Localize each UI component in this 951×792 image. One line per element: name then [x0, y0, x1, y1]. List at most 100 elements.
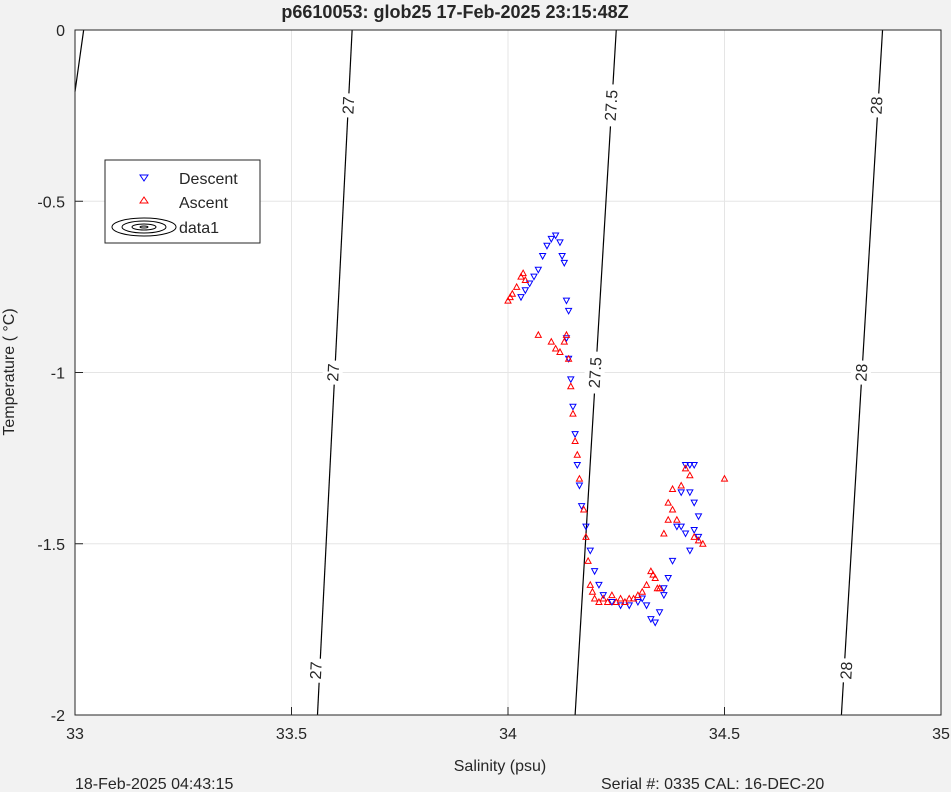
descent-point [608, 598, 616, 607]
contour-line [74, 29, 85, 92]
footer-serial: Serial #: 0335 CAL: 16-DEC-20 [601, 776, 824, 792]
descent-point [660, 585, 668, 593]
ascent-point [575, 474, 584, 482]
descent-point [616, 602, 625, 610]
ascent-point [634, 591, 642, 599]
ascent-point [504, 296, 512, 304]
ascent-point [519, 269, 527, 277]
ascent-point [612, 597, 621, 605]
contour-label-bg [583, 350, 606, 395]
descent-point [677, 489, 686, 497]
descent-point [564, 307, 573, 315]
y-axis-label: Temperature ( °C) [1, 308, 18, 435]
descent-point [690, 499, 699, 507]
descent-point [517, 294, 525, 302]
contour-label: 28 [869, 96, 887, 115]
ascent-point [668, 505, 677, 513]
ascent-point [655, 584, 664, 592]
ascent-point [551, 344, 560, 352]
ascent-point [699, 539, 707, 547]
density-contours: 27 27 27 27.5 27.5 28 28 28 [74, 29, 887, 716]
ascent-point [588, 587, 597, 595]
ascent-point [690, 532, 699, 540]
contour-label: 28 [853, 363, 871, 382]
descent-point [686, 489, 694, 497]
legend-contour-icon [111, 217, 177, 237]
x-tick-label: 34 [499, 726, 517, 743]
contour-label-bg [337, 92, 359, 118]
contour-label-bg [322, 360, 344, 385]
contour-label-bg [865, 92, 887, 118]
ascent-point [649, 570, 657, 578]
ascent-point [677, 481, 686, 489]
ascent-point [584, 556, 592, 564]
x-tick-label: 34.5 [709, 726, 740, 743]
descent-point [582, 523, 590, 531]
descent-point [664, 575, 673, 583]
ascent-point [566, 382, 575, 390]
legend-ascent-marker [139, 196, 149, 204]
ascent-point [506, 293, 515, 301]
descent-point [525, 280, 534, 288]
ascent-point [651, 573, 660, 581]
ascent-point [673, 515, 681, 523]
descent-point [538, 253, 547, 261]
legend-data1-label: data1 [179, 220, 219, 237]
descent-point [634, 598, 642, 607]
descent-point [586, 547, 595, 555]
ascent-point [590, 594, 599, 602]
ascent-point [571, 436, 579, 444]
ascent-point [579, 505, 588, 513]
legend-descent-marker [139, 174, 149, 182]
x-tick-label: 33 [66, 726, 84, 743]
contour-label-bg [599, 83, 622, 127]
ascent-point [582, 532, 590, 540]
descent-point [547, 235, 556, 243]
descent-point [566, 376, 575, 384]
y-tick-label: -0.5 [37, 194, 65, 211]
ascent-point [508, 289, 517, 297]
footer-timestamp: 18-Feb-2025 04:43:15 [75, 776, 233, 792]
descent-point [530, 273, 538, 281]
contour-label: 28 [838, 661, 856, 680]
legend-box [104, 159, 261, 244]
chart-title: p6610053: glob25 17-Feb-2025 23:15:48Z [281, 2, 628, 22]
descent-point [590, 568, 599, 576]
descent-point [534, 266, 543, 274]
descent-point [556, 239, 564, 247]
ascent-point [521, 275, 530, 284]
descent-point [647, 616, 655, 624]
ascent-point [517, 272, 525, 280]
ascent-point [647, 567, 655, 575]
y-tick-label: -1.5 [37, 537, 65, 554]
data-points [504, 232, 729, 627]
ascent-point [547, 337, 556, 345]
contour-label: 27 [340, 96, 358, 115]
ascent-point [608, 591, 616, 599]
ascent-point [660, 529, 668, 537]
contour-label-bg [835, 657, 857, 684]
axis-ticks: 33 33.5 34 34.5 35 -2 -1.5 -1 -0.5 0 [37, 23, 950, 743]
ascent-point [569, 409, 577, 417]
descent-point [595, 581, 603, 589]
legend-ascent-label: Ascent [179, 195, 228, 212]
descent-point [638, 595, 647, 603]
ascent-point [664, 515, 673, 523]
descent-point [673, 523, 681, 531]
ascent-point [621, 597, 629, 605]
ascent-point [564, 354, 573, 362]
descent-point [681, 461, 690, 470]
descent-point [686, 461, 694, 470]
descent-point [686, 547, 694, 555]
descent-point [681, 530, 690, 538]
ascent-point [599, 594, 608, 602]
ascent-point [556, 347, 564, 355]
legend: Descent Ascent data1 [104, 159, 261, 244]
ascent-point [595, 597, 603, 605]
ascent-point [560, 337, 569, 345]
descent-point [677, 523, 686, 531]
descent-point [560, 259, 569, 267]
ascent-point [668, 484, 677, 492]
descent-point [599, 592, 608, 600]
ascent-point [694, 536, 703, 544]
